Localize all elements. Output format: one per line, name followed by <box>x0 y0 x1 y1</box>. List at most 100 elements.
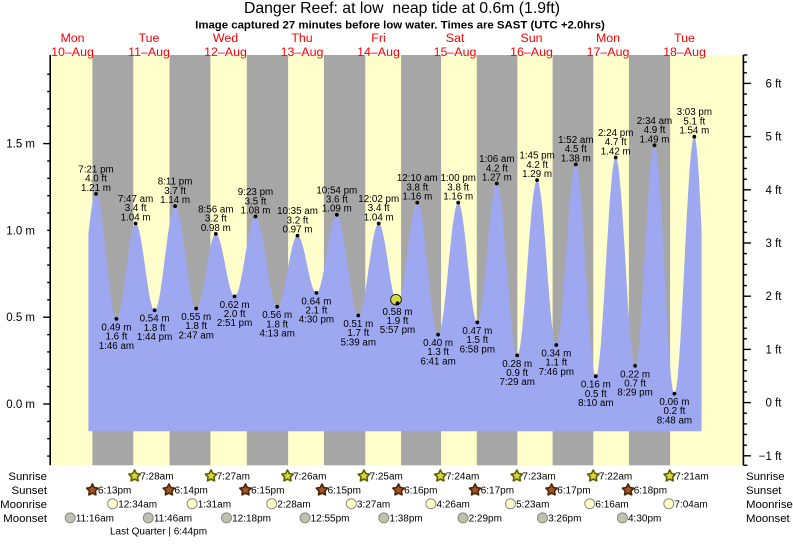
svg-text:1.04 m: 1.04 m <box>121 212 151 223</box>
svg-text:1.42 m: 1.42 m <box>601 146 631 157</box>
svg-text:1.7 ft: 1.7 ft <box>347 328 369 339</box>
svg-text:0.06 m: 0.06 m <box>659 397 689 408</box>
svg-text:4.9 ft: 4.9 ft <box>644 125 666 136</box>
svg-text:9:23 pm: 9:23 pm <box>238 187 273 198</box>
svg-text:3.2 ft: 3.2 ft <box>205 214 227 225</box>
svg-text:Fri: Fri <box>371 31 385 45</box>
svg-text:0.7 ft: 0.7 ft <box>624 379 646 390</box>
svg-text:Last Quarter | 6:44pm: Last Quarter | 6:44pm <box>110 527 207 538</box>
svg-text:3:03 pm: 3:03 pm <box>677 107 712 118</box>
svg-text:15–Aug: 15–Aug <box>434 45 477 59</box>
svg-text:4:13 am: 4:13 am <box>259 329 294 340</box>
svg-text:3.8 ft: 3.8 ft <box>447 182 469 193</box>
svg-text:1.16 m: 1.16 m <box>402 192 432 203</box>
svg-text:8:11 pm: 8:11 pm <box>158 177 193 188</box>
svg-text:4.5 ft: 4.5 ft <box>565 144 587 155</box>
svg-text:6:15pm: 6:15pm <box>251 486 284 497</box>
svg-text:3.7 ft: 3.7 ft <box>164 186 186 197</box>
svg-text:2:47 am: 2:47 am <box>178 330 213 341</box>
svg-text:13–Aug: 13–Aug <box>281 45 324 59</box>
svg-text:1:31am: 1:31am <box>198 499 231 510</box>
svg-text:12–Aug: 12–Aug <box>204 45 247 59</box>
svg-text:10:35 am: 10:35 am <box>277 206 318 217</box>
svg-text:0.56 m: 0.56 m <box>262 310 292 321</box>
svg-text:14–Aug: 14–Aug <box>357 45 400 59</box>
svg-text:Tue: Tue <box>674 31 695 45</box>
svg-text:8:56 am: 8:56 am <box>198 204 233 215</box>
svg-text:4.7 ft: 4.7 ft <box>605 137 627 148</box>
svg-text:0.2 ft: 0.2 ft <box>664 406 686 417</box>
svg-text:5 ft: 5 ft <box>766 132 783 144</box>
svg-text:4.0 ft: 4.0 ft <box>85 174 107 185</box>
svg-text:Moonrise: Moonrise <box>0 499 47 511</box>
svg-text:4:30pm: 4:30pm <box>628 513 661 524</box>
svg-text:Sunset: Sunset <box>12 485 48 497</box>
svg-text:1.38 m: 1.38 m <box>561 153 591 164</box>
svg-text:1.27 m: 1.27 m <box>482 173 512 184</box>
svg-text:Image captured 27 minutes befo: Image captured 27 minutes before low wat… <box>195 19 605 31</box>
svg-text:4 ft: 4 ft <box>766 185 783 197</box>
svg-text:Mon: Mon <box>60 31 84 45</box>
svg-text:7:27am: 7:27am <box>217 472 250 483</box>
svg-text:0.49 m: 0.49 m <box>101 322 131 333</box>
svg-text:1:45 pm: 1:45 pm <box>519 151 554 162</box>
svg-text:1.16 m: 1.16 m <box>443 192 473 203</box>
svg-text:4.2 ft: 4.2 ft <box>526 160 548 171</box>
svg-text:0.98 m: 0.98 m <box>201 223 231 234</box>
svg-text:10–Aug: 10–Aug <box>51 45 94 59</box>
svg-text:1:46 am: 1:46 am <box>99 341 134 352</box>
svg-text:1.08 m: 1.08 m <box>241 206 271 217</box>
svg-text:0.64 m: 0.64 m <box>301 296 331 307</box>
svg-text:3.5 ft: 3.5 ft <box>245 196 267 207</box>
svg-text:1.29 m: 1.29 m <box>522 169 552 180</box>
svg-text:6:41 am: 6:41 am <box>420 356 455 367</box>
svg-text:0.97 m: 0.97 m <box>283 225 313 236</box>
svg-text:3.4 ft: 3.4 ft <box>125 203 147 214</box>
svg-text:5:39 am: 5:39 am <box>341 337 376 348</box>
svg-text:1.1 ft: 1.1 ft <box>545 358 567 369</box>
svg-text:1.54 m: 1.54 m <box>679 126 709 137</box>
svg-text:1.5 m: 1.5 m <box>6 139 35 151</box>
svg-text:6:13pm: 6:13pm <box>98 486 131 497</box>
svg-text:8:10 am: 8:10 am <box>578 398 613 409</box>
svg-text:8:48 am: 8:48 am <box>657 415 692 426</box>
svg-text:5:23am: 5:23am <box>516 499 549 510</box>
svg-text:12:55pm: 12:55pm <box>311 513 350 524</box>
svg-text:2.1 ft: 2.1 ft <box>306 306 328 317</box>
svg-text:Thu: Thu <box>291 31 312 45</box>
svg-text:7:46 pm: 7:46 pm <box>539 367 574 378</box>
svg-text:1.8 ft: 1.8 ft <box>144 323 166 334</box>
svg-text:0.51 m: 0.51 m <box>343 319 373 330</box>
svg-text:Moonset: Moonset <box>3 513 48 525</box>
svg-text:0.58 m: 0.58 m <box>383 307 413 318</box>
svg-text:2:34 am: 2:34 am <box>637 116 672 127</box>
svg-text:0.54 m: 0.54 m <box>140 314 170 325</box>
svg-text:7:24am: 7:24am <box>446 472 479 483</box>
svg-text:1.0 m: 1.0 m <box>6 225 35 237</box>
svg-text:0.5 m: 0.5 m <box>6 312 35 324</box>
svg-text:0.55 m: 0.55 m <box>181 312 211 323</box>
svg-text:6:58 pm: 6:58 pm <box>460 344 495 355</box>
svg-text:7:26am: 7:26am <box>293 472 326 483</box>
svg-text:1 ft: 1 ft <box>766 344 783 356</box>
svg-text:1.14 m: 1.14 m <box>160 195 190 206</box>
svg-text:0.34 m: 0.34 m <box>541 348 571 359</box>
svg-text:3.2 ft: 3.2 ft <box>287 215 309 226</box>
svg-text:4:30 pm: 4:30 pm <box>299 315 334 326</box>
svg-text:3:26pm: 3:26pm <box>548 513 581 524</box>
svg-text:7:21am: 7:21am <box>675 472 708 483</box>
svg-text:0.16 m: 0.16 m <box>581 380 611 391</box>
svg-text:1:52 am: 1:52 am <box>558 135 593 146</box>
svg-text:11–Aug: 11–Aug <box>128 45 170 59</box>
svg-text:10:54 pm: 10:54 pm <box>316 185 357 196</box>
svg-text:7:28am: 7:28am <box>140 472 173 483</box>
svg-text:1.6 ft: 1.6 ft <box>106 332 128 343</box>
svg-text:7:25am: 7:25am <box>370 472 403 483</box>
svg-text:1:44 pm: 1:44 pm <box>137 332 172 343</box>
svg-text:6:17pm: 6:17pm <box>557 486 590 497</box>
svg-text:0.62 m: 0.62 m <box>220 300 250 311</box>
svg-text:7:23am: 7:23am <box>522 472 555 483</box>
svg-text:Moonset: Moonset <box>746 513 791 525</box>
svg-text:12:10 am: 12:10 am <box>397 173 438 184</box>
svg-text:12:18pm: 12:18pm <box>232 513 271 524</box>
